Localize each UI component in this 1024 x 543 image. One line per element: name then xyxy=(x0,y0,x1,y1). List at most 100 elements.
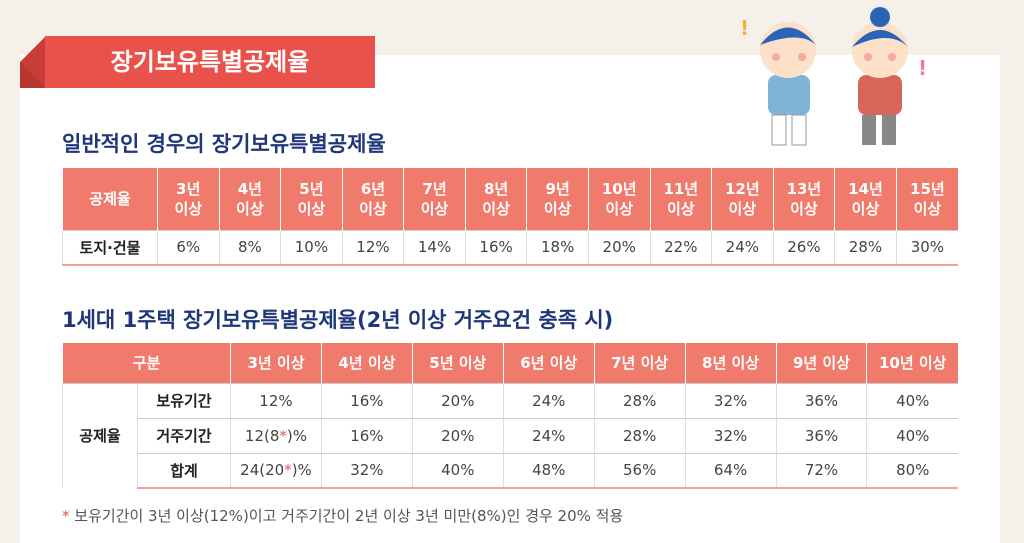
cell: 16% xyxy=(320,417,413,453)
header-cell: 공제율 xyxy=(62,168,158,230)
cell-text: )% xyxy=(291,461,312,480)
cell-text: 64% xyxy=(713,461,748,480)
cell: 32% xyxy=(684,417,777,453)
cell-text: * xyxy=(279,426,287,445)
cell: 8% xyxy=(218,229,281,266)
cell-text: 32% xyxy=(713,391,748,410)
header-cell: 15년 이상 xyxy=(895,168,958,230)
cell: 24% xyxy=(502,382,595,418)
cell: 18% xyxy=(526,229,589,266)
header-cell: 4년 이상 xyxy=(320,343,413,383)
header-cell: 12년 이상 xyxy=(711,168,774,230)
cell: 80% xyxy=(866,452,958,489)
cell: 24% xyxy=(711,229,774,266)
cell: 32% xyxy=(320,452,413,489)
footnote-mark: * xyxy=(62,507,70,525)
header-cell: 11년 이상 xyxy=(649,168,712,230)
table: 구분 3년 이상 4년 이상 5년 이상 6년 이상 7년 이상 8년 이상 9년 이상 10년… xyxy=(61,343,958,489)
cell-text: 16% xyxy=(350,426,384,445)
cell-text: 36% xyxy=(804,391,839,410)
cell: 16% xyxy=(320,382,413,418)
cell: 30% xyxy=(895,229,958,266)
illustration: ! ! xyxy=(740,7,927,146)
cell: 12% xyxy=(341,229,404,266)
group-label: 공제율 xyxy=(62,382,138,488)
header-cell: 9년 이상 xyxy=(526,168,589,230)
cell-text: 16% xyxy=(350,391,384,410)
row-label: 보유기간 xyxy=(136,382,231,418)
cell: 40% xyxy=(866,417,958,453)
header-cell: 7년 이상 xyxy=(593,343,686,383)
row: 토지·건물 6% 8% 10% 12% 14% 16% 18% 20% 22% 24% 26% 28% 3… xyxy=(62,229,958,266)
section-heading: 1세대 1주택 장기보유특별공제율(2년 이상 거주요건 충족 시) xyxy=(62,308,614,332)
cell-text: 28% xyxy=(622,391,657,410)
header-cell: 8년 이상 xyxy=(684,343,777,383)
cell: 6% xyxy=(157,229,220,266)
header-cell: 3년 이상 xyxy=(230,343,322,383)
cell: 20% xyxy=(587,229,650,266)
cell-text: 36% xyxy=(804,426,839,445)
svg-text:!: ! xyxy=(740,16,749,40)
cell-text: 24% xyxy=(532,426,566,445)
cell-text: 32% xyxy=(350,461,384,480)
section-heading: 일반적인 경우의 장기보유특별공제율 xyxy=(62,132,386,156)
header-cell: 8년 이상 xyxy=(464,168,527,230)
header-cell: 3년 이상 xyxy=(157,168,220,230)
cell-text: 24% xyxy=(532,391,566,410)
svg-text:!: ! xyxy=(918,56,927,80)
cell-text: 32% xyxy=(713,426,748,445)
header-cell: 구분 xyxy=(61,343,231,383)
cell: 64% xyxy=(684,452,777,489)
cell: 26% xyxy=(772,229,835,266)
cell-text: 12% xyxy=(259,391,293,410)
cell: 56% xyxy=(593,452,686,489)
footnote-text: 보유기간이 3년 이상(12%)이고 거주기간이 2년 이상 3년 미만(8%)… xyxy=(69,507,624,525)
header-cell: 5년 이상 xyxy=(280,168,343,230)
header-cell: 4년 이상 xyxy=(218,168,281,230)
cell: 36% xyxy=(775,382,867,418)
cell: 12% xyxy=(230,382,322,418)
cell: 36% xyxy=(775,417,867,453)
row-label: 거주기간 xyxy=(136,417,231,453)
cell: 40% xyxy=(866,382,958,418)
cell: 20% xyxy=(411,417,504,453)
row: 거주기간 12(8*)% 16% 20% 24% 28% 32% 36% 40% xyxy=(63,417,958,453)
row: 공제율 보유기간 12% 16% 20% 24% 28% 32% 36% 40% xyxy=(62,382,958,488)
footnote: * 보유기간이 3년 이상(12%)이고 거주기간이 2년 이상 3년 미만(8… xyxy=(62,505,623,526)
row-label: 합계 xyxy=(136,452,231,489)
banner-fold xyxy=(20,36,46,88)
header-cell: 6년 이상 xyxy=(502,343,595,383)
cell: 12(8*)% xyxy=(230,417,322,453)
cell: 28% xyxy=(834,229,897,266)
header-cell: 6년 이상 xyxy=(341,168,404,230)
cell: 14% xyxy=(403,229,466,266)
cell: 토지·건물 xyxy=(62,229,158,266)
cell: 20% xyxy=(411,382,504,418)
cell: 16% xyxy=(464,229,527,266)
header-row: 공제율 3년 이상 4년 이상 5년 이상 6년 이상 7년 이상 8년 이상 9년 이상 10… xyxy=(62,168,958,230)
table: 공제율 3년 이상 4년 이상 5년 이상 6년 이상 7년 이상 8년 이상 9년 이상 10… xyxy=(62,168,958,266)
cell: 22% xyxy=(649,229,712,266)
cell: 28% xyxy=(593,417,686,453)
cell-text: 80% xyxy=(896,461,930,480)
cell: 28% xyxy=(593,382,686,418)
cell-text: 72% xyxy=(804,461,839,480)
row: 합계 24(20*)% 32% 40% 48% 56% 64% 72% 80% xyxy=(63,452,958,489)
cell-text: 28% xyxy=(622,426,657,445)
header-row: 구분 3년 이상 4년 이상 5년 이상 6년 이상 7년 이상 8년 이상 9년 이상 10년… xyxy=(61,343,958,383)
cell-text: 24(20 xyxy=(240,461,285,480)
header-cell: 13년 이상 xyxy=(772,168,835,230)
cell-text: )% xyxy=(286,426,308,445)
cell: 10% xyxy=(280,229,343,266)
header-cell: 5년 이상 xyxy=(411,343,504,383)
cell: 24% xyxy=(502,417,595,453)
header-cell: 10년 이상 xyxy=(866,343,958,383)
cell-text: 56% xyxy=(622,461,657,480)
cell: 24(20*)% xyxy=(230,452,322,489)
banner-title: 장기보유특별공제율 xyxy=(45,36,375,88)
header-cell: 14년 이상 xyxy=(834,168,897,230)
cell-text: 20% xyxy=(441,426,475,445)
cell-text: 40% xyxy=(896,426,930,445)
cell-text: 40% xyxy=(441,461,475,480)
header-cell: 7년 이상 xyxy=(403,168,466,230)
